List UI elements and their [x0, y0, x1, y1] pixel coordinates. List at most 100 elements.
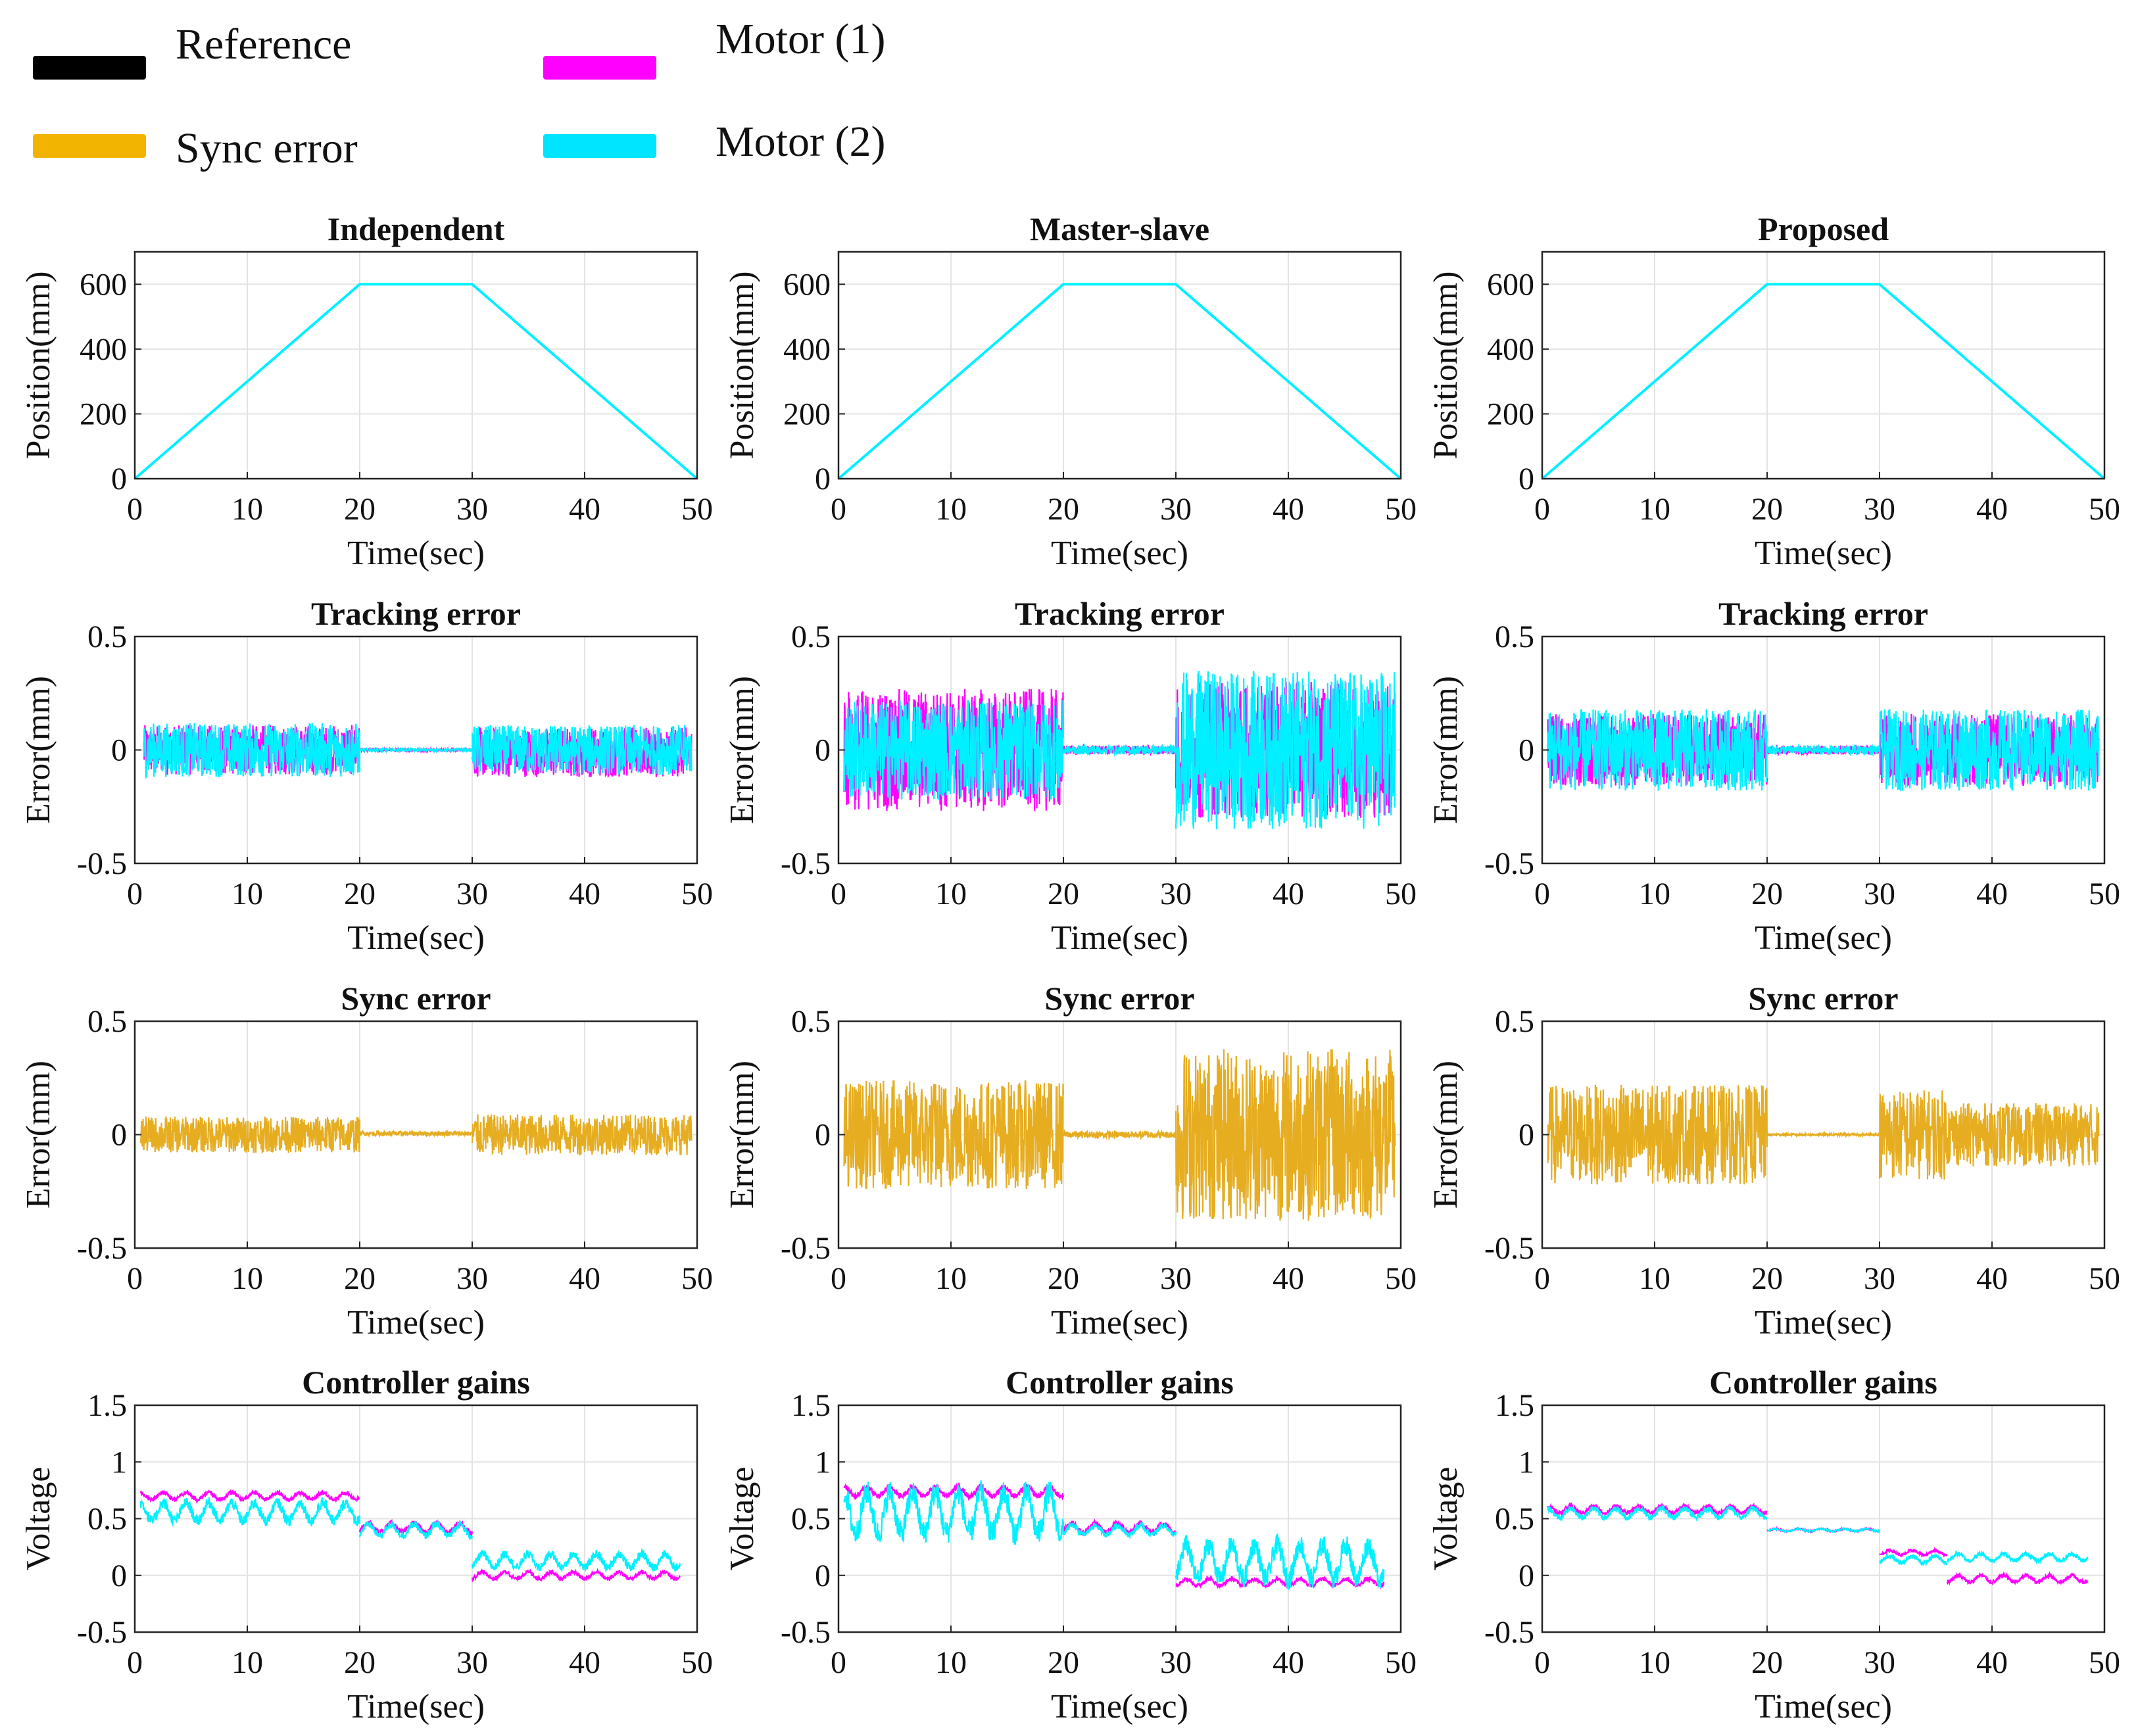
x-tick-label: 30 [456, 877, 488, 911]
y-axis-label: Error(mm) [723, 1061, 761, 1209]
y-axis-label: Position(mm) [20, 271, 57, 459]
x-tick-label: 50 [681, 492, 713, 527]
y-tick-label: -0.5 [77, 1231, 127, 1266]
chart-title: Proposed [1758, 210, 1889, 247]
x-tick-label: 50 [2089, 1261, 2120, 1296]
axes-frame [134, 251, 698, 480]
x-axis-label: Time(sec) [347, 919, 485, 957]
y-tick-label: 0 [1518, 462, 1534, 496]
series-sync-error [843, 1080, 1065, 1190]
x-tick-label: 30 [456, 1261, 488, 1296]
series-sync-error [1175, 1049, 1396, 1221]
plot-area [1542, 252, 2104, 479]
y-tick-label: 0 [111, 1558, 127, 1593]
y-tick-label: 1.5 [87, 1388, 127, 1423]
y-tick-label: 400 [1487, 332, 1534, 367]
series-motor-1 [1879, 1547, 1948, 1558]
y-tick-label: 0 [815, 1118, 831, 1153]
x-tick-label: 20 [344, 492, 376, 527]
legend-swatch-motor-2 [543, 134, 656, 158]
axes-frame [1541, 251, 2106, 480]
chart-title: Controller gains [1709, 1364, 1937, 1401]
y-axis-label: Error(mm) [1427, 1061, 1465, 1209]
chart-position-1: 0 10 20 30 40 50 0 200 400 600 Master-slave Time(se… [723, 210, 1417, 572]
y-tick-label: 0.5 [791, 1502, 831, 1537]
chart-title: Master-slave [1030, 210, 1209, 247]
axes-frame [837, 251, 1402, 480]
y-tick-label: -0.5 [781, 846, 831, 881]
x-tick-label: 30 [1864, 492, 1895, 527]
x-tick-label: 50 [681, 877, 713, 911]
x-tick-label: 0 [1534, 1261, 1550, 1296]
x-tick-label: 30 [1160, 492, 1192, 527]
x-tick-label: 20 [344, 1645, 376, 1680]
x-tick-label: 40 [1976, 1261, 2008, 1296]
x-tick-label: 50 [2089, 1645, 2120, 1680]
series-motor-2 [139, 1496, 361, 1528]
y-axis-label: Voltage [20, 1467, 57, 1571]
y-tick-label: 0 [1518, 733, 1534, 768]
x-tick-label: 0 [831, 1645, 846, 1680]
data-layer [1547, 709, 2100, 792]
series-motor-2 [1547, 709, 1768, 791]
y-tick-label: 1 [815, 1445, 831, 1480]
y-axis-label: Position(mm) [1427, 271, 1465, 459]
y-tick-label: 600 [80, 267, 127, 302]
series-motor-2 [143, 723, 361, 780]
data-layer [838, 283, 1401, 479]
series-motor-2 [1879, 1553, 1948, 1567]
x-tick-label: 0 [127, 1645, 143, 1680]
series-motor-2 [1175, 671, 1396, 830]
x-tick-label: 10 [231, 1645, 263, 1680]
x-tick-label: 30 [1160, 877, 1192, 911]
y-axis-label: Voltage [723, 1467, 761, 1571]
chart-title: Sync error [1748, 980, 1898, 1017]
x-tick-label: 30 [1864, 877, 1895, 911]
series-sync-error [358, 1128, 474, 1138]
chart-title: Independent [328, 210, 505, 247]
x-tick-label: 40 [1976, 492, 2008, 527]
x-tick-label: 0 [831, 492, 846, 527]
x-tick-label: 10 [231, 492, 263, 527]
x-tick-label: 40 [1273, 1261, 1304, 1296]
series-sync-error [471, 1114, 692, 1157]
x-tick-label: 10 [935, 1261, 967, 1296]
x-tick-label: 30 [456, 492, 488, 527]
series-motor-1 [471, 726, 692, 779]
legend-label-sync-error: Sync error [176, 124, 358, 172]
y-axis-label: Voltage [1427, 1467, 1465, 1571]
y-tick-label: 0.5 [791, 619, 831, 654]
x-tick-label: 0 [1534, 492, 1550, 527]
x-tick-label: 40 [1273, 1645, 1304, 1680]
y-tick-label: 400 [783, 332, 831, 367]
y-tick-label: 1.5 [1495, 1388, 1534, 1423]
x-tick-label: 20 [1048, 492, 1079, 527]
y-tick-label: 600 [783, 267, 831, 302]
y-axis-label: Error(mm) [20, 1061, 57, 1209]
x-tick-label: 0 [127, 492, 143, 527]
x-tick-label: 30 [1864, 1261, 1895, 1296]
series-motor-2 [1063, 1521, 1177, 1540]
series-motor-2 [471, 1547, 681, 1574]
x-tick-label: 10 [1639, 877, 1670, 911]
x-tick-label: 10 [1639, 1645, 1670, 1680]
y-tick-label: -0.5 [77, 1615, 127, 1650]
x-tick-label: 0 [1534, 877, 1550, 911]
x-tick-label: 10 [935, 492, 967, 527]
x-tick-label: 50 [681, 1261, 713, 1296]
y-tick-label: 0 [815, 733, 831, 768]
data-layer [143, 723, 692, 780]
x-tick-label: 30 [1864, 1645, 1895, 1680]
y-tick-label: 200 [80, 397, 127, 431]
data-layer [843, 1480, 1385, 1591]
x-tick-label: 50 [2089, 877, 2120, 911]
y-axis-label: Error(mm) [20, 676, 57, 824]
y-tick-label: 600 [1487, 267, 1534, 302]
y-tick-label: 0 [815, 462, 831, 496]
chart-position-0: 0 10 20 30 40 50 0 200 400 600 Independent Time(sec… [20, 210, 713, 572]
